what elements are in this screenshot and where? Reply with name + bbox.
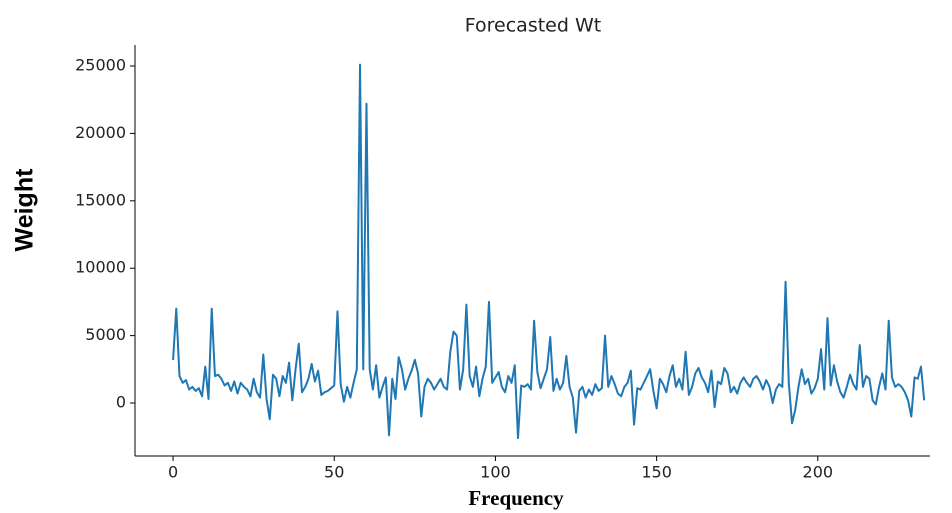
y-tick-label: 0	[116, 393, 126, 412]
y-tick-label: 15000	[75, 190, 126, 209]
x-axis-label: Frequency	[468, 486, 564, 510]
x-tick-label: 100	[480, 463, 511, 482]
x-tick-label: 50	[324, 463, 344, 482]
y-tick-label: 10000	[75, 258, 126, 277]
x-tick-label: 0	[168, 463, 178, 482]
chart-title: Forecasted Wt	[465, 15, 601, 37]
data-line	[172, 63, 926, 440]
y-tick-label: 5000	[85, 325, 126, 344]
y-tick-label: 25000	[75, 56, 126, 75]
x-tick-label: 150	[641, 463, 672, 482]
y-axis-label: Weight	[11, 168, 39, 252]
y-tick-label: 20000	[75, 123, 126, 142]
x-tick-label: 200	[803, 463, 834, 482]
